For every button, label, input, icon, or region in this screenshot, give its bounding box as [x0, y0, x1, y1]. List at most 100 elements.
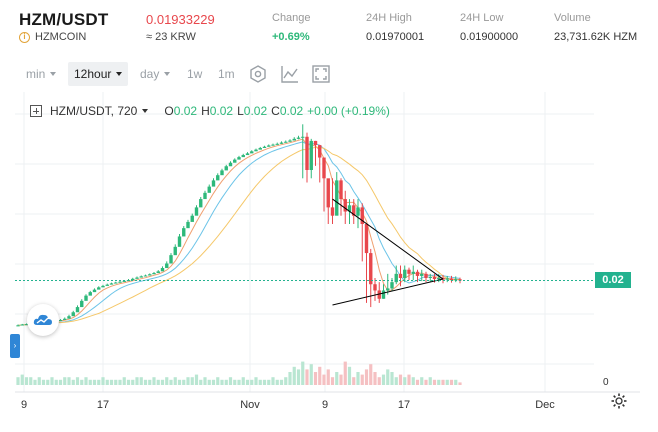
- interval-12hour-label: 12hour: [74, 67, 112, 81]
- stat-label: Change: [272, 12, 311, 24]
- candle-body: [458, 279, 462, 281]
- last-price: 0.01933229: [146, 12, 215, 27]
- interval-day-dropdown[interactable]: day: [140, 62, 171, 86]
- chart-legend: HZM/USDT, 720 O 0.02 H 0.02 L 0.02 C 0.0…: [30, 104, 394, 118]
- last-price-tag: 0.02: [595, 272, 631, 289]
- volume-bar: [199, 379, 203, 385]
- stat-value: 0.01900000: [460, 31, 519, 43]
- volume-bar: [313, 372, 318, 385]
- stat-label: 24H Low: [460, 12, 504, 24]
- volume-bar: [398, 374, 403, 385]
- volume-bar: [386, 369, 390, 385]
- candle-body: [305, 136, 309, 170]
- volume-bar: [390, 372, 394, 385]
- candle-body: [16, 325, 20, 327]
- candle-body: [445, 278, 449, 280]
- volume-bar: [284, 377, 288, 385]
- stat-value: +0.69%: [272, 31, 310, 43]
- candle-body: [169, 255, 173, 264]
- candle-body: [237, 157, 241, 160]
- candle-body: [245, 153, 250, 156]
- interval-day-label: day: [140, 67, 160, 81]
- candle-body: [347, 205, 352, 212]
- candle-body: [377, 290, 381, 299]
- candle-body: [369, 253, 373, 285]
- candle-body: [258, 147, 262, 150]
- volume-bar: [250, 379, 254, 385]
- fullscreen-icon[interactable]: [310, 63, 332, 85]
- candle-body: [63, 318, 67, 320]
- candle-body: [114, 282, 118, 284]
- interval-1m-button[interactable]: 1m: [218, 62, 235, 86]
- volume-bar: [80, 379, 84, 385]
- settings-hex-icon[interactable]: [247, 63, 269, 85]
- candle-body: [415, 271, 420, 276]
- volume-bar: [394, 377, 398, 385]
- volume-bar: [109, 379, 114, 385]
- stat-24h-high: 24H High 0.01970001: [366, 12, 424, 43]
- volume-bar: [88, 379, 92, 385]
- candle-body: [420, 273, 424, 276]
- add-indicator-icon[interactable]: [30, 105, 42, 117]
- moving-average-line: [17, 146, 461, 326]
- chevron-down-icon[interactable]: [142, 109, 149, 113]
- x-tick: Nov: [240, 399, 260, 411]
- candle-body: [343, 199, 347, 212]
- volume-bar: [203, 377, 207, 385]
- candle-body: [177, 236, 182, 247]
- volume-bar: [165, 377, 169, 385]
- side-panel-toggle[interactable]: ›: [10, 334, 20, 358]
- candle-body: [254, 149, 258, 152]
- cloud-logo-icon: [33, 314, 52, 325]
- volume-bar: [41, 379, 46, 385]
- volume-bar: [101, 377, 105, 385]
- info-icon[interactable]: i: [19, 31, 30, 43]
- volume-bar: [245, 379, 250, 385]
- x-tick: 9: [321, 399, 329, 411]
- stat-change: Change +0.69%: [272, 12, 311, 43]
- candle-body: [275, 143, 279, 145]
- brand-logo-badge[interactable]: [27, 304, 59, 336]
- volume-bar: [37, 377, 41, 385]
- volume-bar: [407, 374, 411, 385]
- candle-body: [364, 224, 369, 254]
- candle-body: [411, 271, 415, 274]
- volume-bar: [275, 379, 279, 385]
- volume-bar: [33, 379, 37, 385]
- candle-body: [309, 140, 313, 170]
- interval-12hour-dropdown[interactable]: 12hour: [68, 62, 129, 86]
- coin-row[interactable]: i HZMCOIN: [19, 31, 86, 43]
- volume-bar: [118, 379, 122, 385]
- price-chart[interactable]: HZM/USDT, 720 O 0.02 H 0.02 L 0.02 C 0.0…: [0, 92, 658, 432]
- legend-symbol[interactable]: HZM/USDT, 720: [50, 104, 138, 118]
- candle-body: [220, 170, 224, 176]
- volume-bar: [258, 379, 262, 385]
- interval-1w-button[interactable]: 1w: [187, 62, 202, 86]
- candle-body: [156, 271, 160, 274]
- volume-bar: [156, 379, 160, 385]
- candle-body: [394, 273, 398, 283]
- triangle-upper-line: [332, 198, 444, 280]
- interval-min-dropdown[interactable]: min: [26, 62, 57, 86]
- volume-bar: [143, 379, 148, 385]
- chart-canvas[interactable]: [0, 92, 658, 432]
- legend-c-label: C: [271, 104, 280, 118]
- volume-bar: [54, 379, 58, 385]
- volume-bar: [369, 364, 373, 385]
- legend-h-value: 0.02: [209, 104, 234, 118]
- candle-body: [190, 215, 194, 222]
- candle-body: [356, 207, 360, 216]
- price-krw: ≈ 23 KRW: [146, 31, 196, 43]
- volume-bar: [254, 377, 258, 385]
- indicator-icon[interactable]: [279, 63, 301, 85]
- volume-bar: [194, 374, 199, 385]
- coin-name: HZMCOIN: [35, 31, 87, 43]
- volume-bar: [262, 379, 267, 385]
- gear-icon[interactable]: [610, 392, 628, 410]
- volume-bar: [437, 379, 441, 385]
- candle-body: [339, 180, 343, 200]
- volume-bar: [182, 379, 186, 385]
- candle-body: [211, 180, 216, 187]
- stat-label: 24H High: [366, 12, 412, 24]
- candle-body: [335, 180, 339, 216]
